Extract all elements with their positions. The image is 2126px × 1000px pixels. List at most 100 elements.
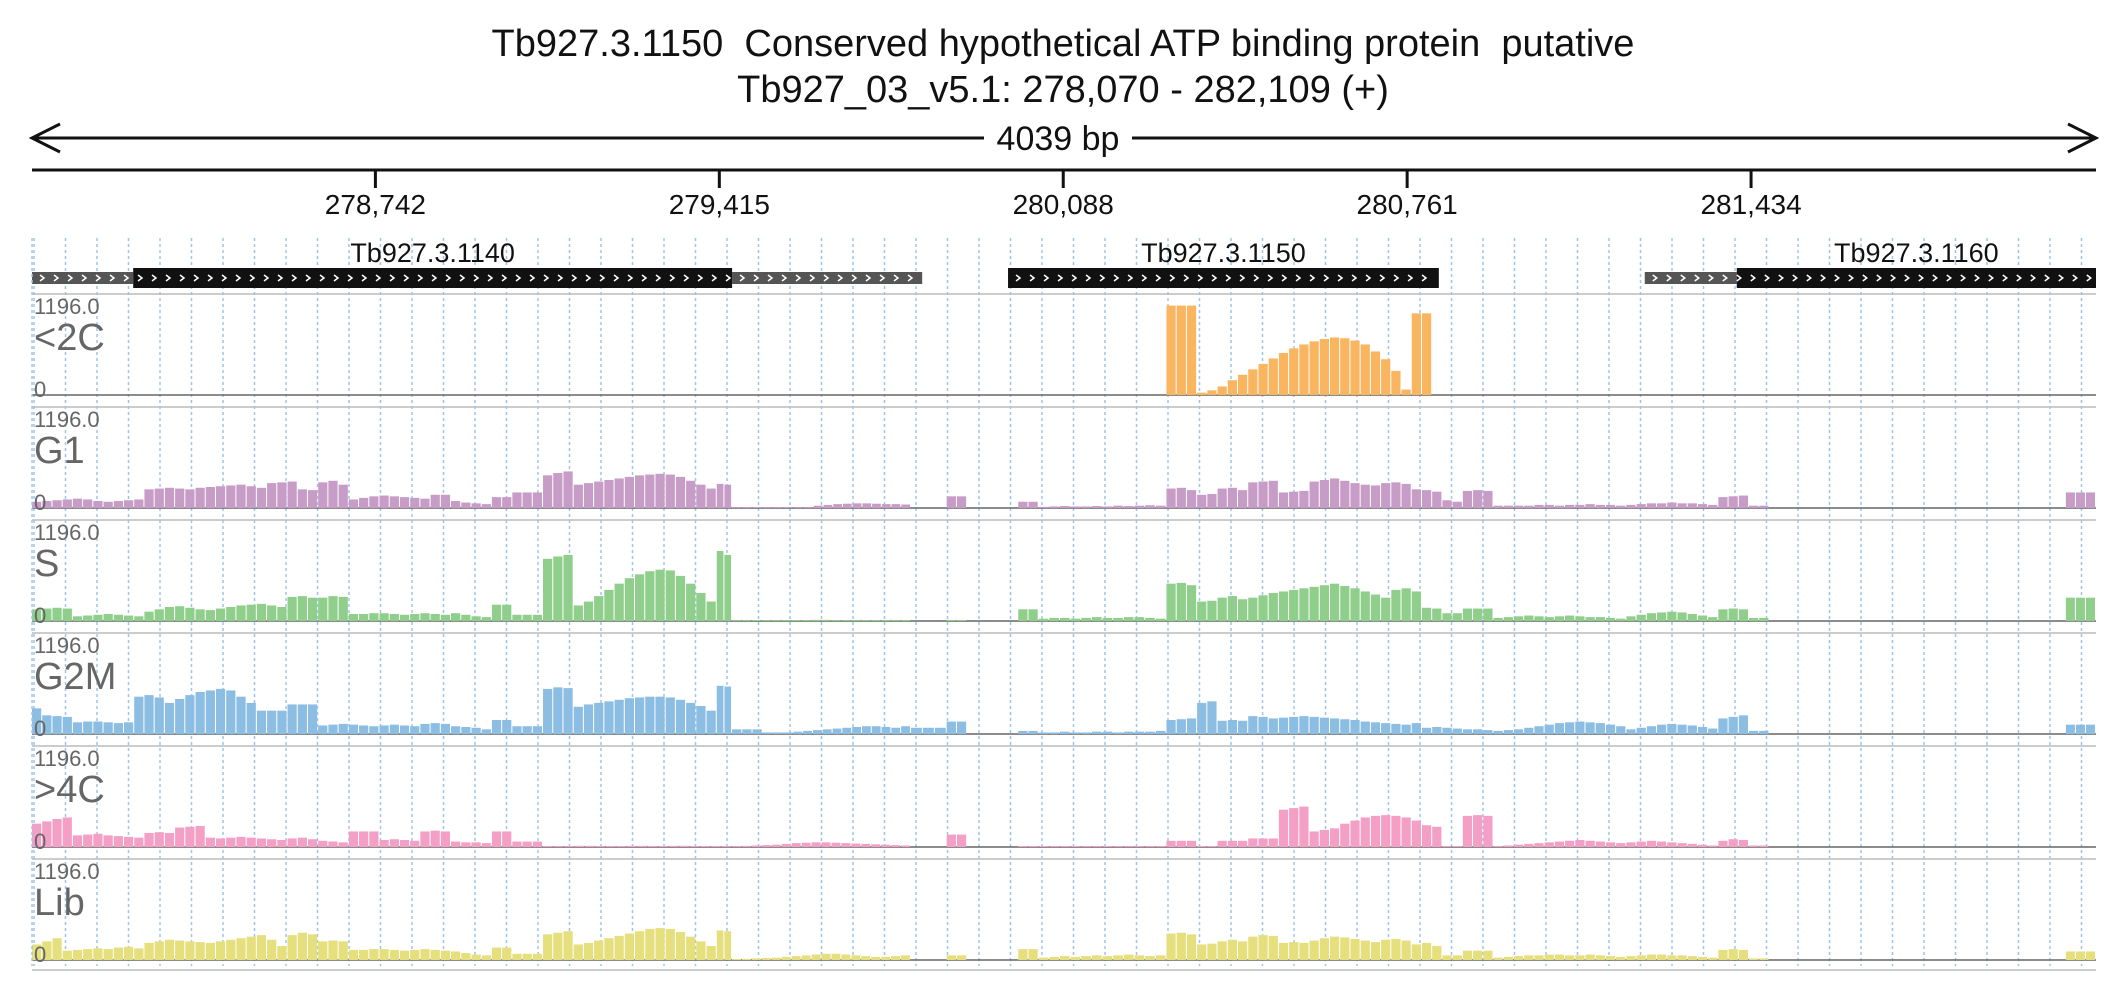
coverage-bar [113,723,123,734]
coverage-bar [1411,944,1421,960]
coverage-bar [103,835,113,847]
coverage-bar [481,729,491,734]
coverage-bar [83,949,93,960]
coverage-bar [2065,597,2075,621]
coverage-bar [791,620,801,621]
strand-chevron [389,274,396,282]
coverage-bar [1687,956,1697,960]
coverage-bar [543,558,553,621]
coverage-bar [185,695,195,734]
coverage-bar [751,958,761,960]
coverage-bar [1370,351,1381,395]
coverage-bar [1626,956,1636,960]
coverage-bar [1677,724,1687,734]
coverage-bar [1248,482,1258,508]
coverage-bar [399,497,410,508]
coverage-bar [1360,344,1370,395]
coverage-bar [410,726,420,734]
coverage-bar [1268,718,1278,734]
coverage-bar [1411,591,1421,621]
coverage-bar [32,501,42,508]
chart-title: Tb927.3.1150 Conserved hypothetical ATP … [491,23,1635,65]
strand-chevron [109,274,116,282]
chart-subtitle: Tb927_03_v5.1: 278,070 - 282,109 (+) [737,69,1389,111]
coverage-bar [922,727,934,734]
coverage-bar [842,503,852,508]
coverage-bar [716,930,724,960]
coverage-bar [1462,490,1473,508]
coverage-bar [1070,506,1081,508]
coverage-bar [1585,722,1595,734]
strand-chevron [2072,274,2079,282]
coverage-bar [1442,727,1452,734]
coverage-bar [389,496,399,508]
coverage-bar [1391,815,1401,847]
coverage-bar [1473,815,1483,847]
coverage-bar [1238,941,1248,960]
x-tick-label: 278,742 [325,189,426,220]
coverage-bar [1421,727,1432,734]
coverage-bar [1091,955,1102,960]
coverage-bar [1513,616,1524,621]
coverage-bar [751,620,761,621]
coverage-bar [522,726,532,734]
coverage-bar [430,830,440,847]
strand-chevron [571,274,578,282]
coverage-bar [1145,956,1155,960]
gene-label: Tb927.3.1160 [1834,238,1999,268]
strand-chevron [1680,274,1687,282]
coverage-bar [1421,825,1432,847]
coverage-bar [297,837,307,847]
coverage-bar [553,473,563,508]
coverage-bar [185,607,195,621]
coverage-bar [1687,503,1697,508]
coverage-bar [1534,843,1544,847]
coverage-bar [1340,823,1350,847]
coverage-bar [1728,839,1738,847]
coverage-bar [1329,936,1340,960]
strand-chevron [2002,274,2009,282]
coverage-bar [841,620,851,621]
coverage-bar [1102,846,1113,847]
track-ymax-label: 1196.0 [34,294,100,319]
coverage-bar [1462,950,1473,960]
coverage-bar [696,593,706,621]
strand-chevron [235,274,242,282]
coverage-bar [512,953,522,960]
coverage-bar [1123,617,1134,621]
coverage-bar [1049,956,1059,960]
coverage-bar [1340,586,1350,621]
coverage-bar [1124,846,1134,847]
coverage-bar [1207,943,1217,960]
track-name: >4C [34,769,105,811]
coverage-bar [700,846,711,847]
coverage-bar [1081,956,1091,960]
coverage-bar [1059,731,1070,734]
coverage-bar [256,935,267,960]
strand-chevron [1043,274,1050,282]
coverage-bar [1616,618,1626,621]
coverage-bar [1049,617,1059,621]
coverage-bar [461,953,471,960]
coverage-bar [256,487,267,508]
coverage-bar [1289,942,1299,960]
coverage-bar [679,845,690,847]
x-tick-label: 280,761 [1357,189,1458,220]
coverage-bar [1575,955,1585,960]
coverage-bar [420,613,430,621]
coverage-bar [1134,617,1145,621]
coverage-bar [440,831,451,847]
coverage-bar [716,483,724,508]
coverage-bar [1227,487,1238,508]
coverage-bar [563,554,573,621]
strand-chevron [1211,274,1218,282]
strand-chevron [1876,274,1883,282]
coverage-bar [1155,505,1166,508]
coverage-bar [1544,724,1554,734]
strand-chevron [851,274,858,282]
coverage-bar [451,951,461,960]
coverage-bar [359,949,369,960]
coverage-bar [1018,609,1028,621]
coverage-bar [862,503,872,508]
coverage-bar [585,845,595,847]
